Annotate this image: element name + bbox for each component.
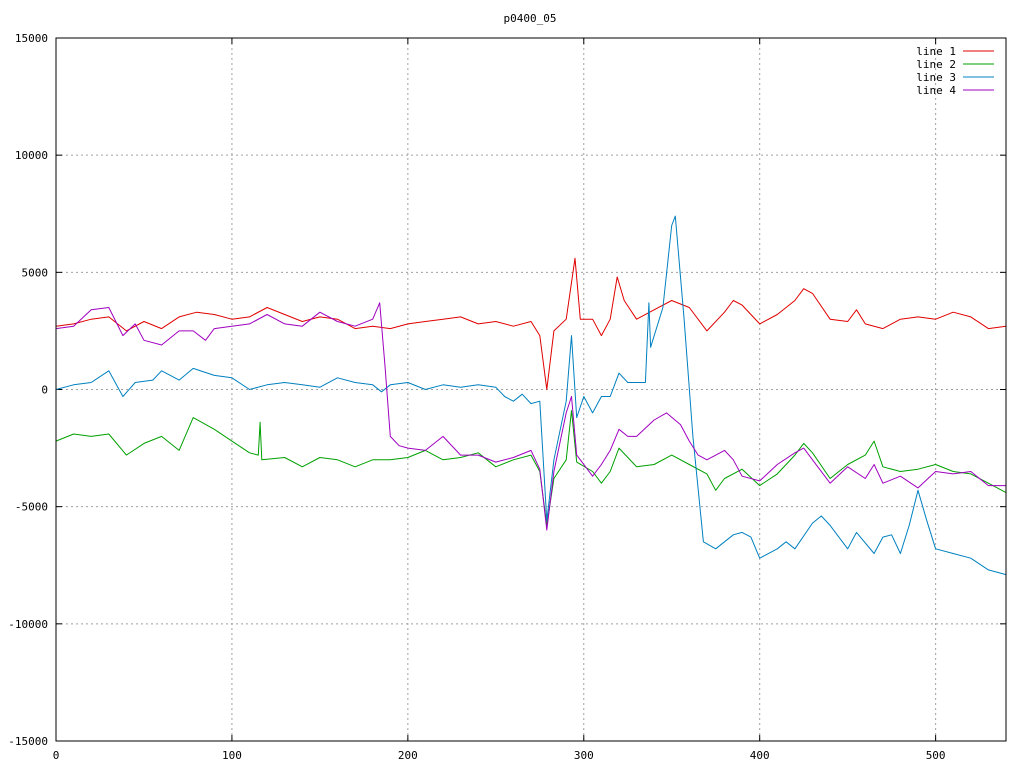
series-line-3	[55, 215, 1007, 576]
legend-label-1: line 1	[916, 45, 956, 58]
y-tick-label: 10000	[15, 149, 48, 162]
y-tick-label: 15000	[15, 32, 48, 45]
x-tick-label: 400	[750, 749, 770, 762]
series-lines	[55, 215, 1007, 576]
y-tick-label: -5000	[15, 501, 48, 514]
legend-label-4: line 4	[916, 84, 956, 97]
chart-title: p0400_05	[504, 12, 557, 25]
grid-lines	[56, 38, 1006, 741]
x-tick-label: 0	[53, 749, 60, 762]
y-tick-label: 0	[41, 384, 48, 397]
axis-ticks: 0 100 200 300 400 500 -15000 -10000 -5000 0 5000 10…	[8, 32, 1006, 762]
plot-frame	[55, 37, 1007, 742]
x-tick-label: 500	[926, 749, 946, 762]
legend-label-2: line 2	[916, 58, 956, 71]
legend-label-3: line 3	[916, 71, 956, 84]
series-line-4	[55, 302, 1006, 531]
x-tick-label: 200	[398, 749, 418, 762]
series-line-1	[55, 257, 1007, 390]
series-line-2	[55, 410, 1007, 526]
y-tick-label: -10000	[8, 618, 48, 631]
y-tick-label: -15000	[8, 735, 48, 748]
y-tick-label: 5000	[22, 266, 49, 279]
x-tick-label: 100	[222, 749, 242, 762]
x-tick-label: 300	[574, 749, 594, 762]
